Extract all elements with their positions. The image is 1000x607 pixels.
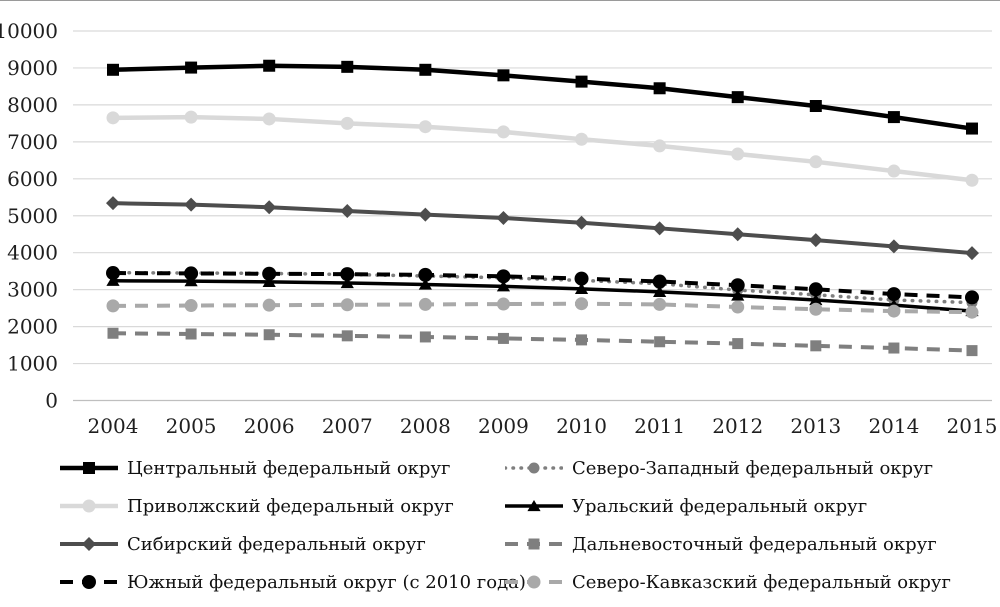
series-line-fareast	[112, 331, 973, 353]
y-tick-label: 3000	[7, 278, 58, 302]
x-tick-label: 2015	[947, 414, 998, 438]
y-tick-label: 7000	[7, 130, 58, 154]
x-tick-label: 2009	[478, 414, 529, 438]
legend-item-northwest: Северо-Западный федеральный округ	[505, 456, 995, 480]
x-tick-label: 2012	[712, 414, 763, 438]
series-volga	[106, 110, 979, 187]
series-south	[106, 266, 979, 305]
y-tick-label: 6000	[7, 167, 58, 191]
y-axis-labels: 0 1000 2000 3000 4000 5000 6000 7000 8000 9000 100…	[0, 19, 58, 413]
legend-swatch-fareast	[505, 538, 563, 550]
legend-label: Южный федеральный округ (с 2010 года)	[127, 571, 526, 593]
legend-label: Северо-Западный федеральный округ	[572, 457, 934, 479]
legend-label: Центральный федеральный округ	[127, 457, 451, 479]
legend-item-caucasus: Северо-Кавказский федеральный округ	[505, 570, 995, 594]
y-tick-label: 5000	[7, 204, 58, 228]
x-axis-labels: 2004 2005 2006 2007 2008 2009 2010 2011 2012 2013…	[88, 414, 998, 438]
y-tick-label: 2000	[7, 315, 58, 339]
chart-legend: Центральный федеральный округ Северо-Запа…	[60, 456, 995, 594]
x-tick-label: 2008	[400, 414, 451, 438]
y-tick-label: 10000	[0, 19, 58, 43]
line-chart: 0 1000 2000 3000 4000 5000 6000 7000 8000 9000 100…	[0, 19, 998, 438]
series-line-south	[112, 271, 973, 300]
series-fareast	[107, 327, 978, 357]
y-tick-label: 8000	[7, 93, 58, 117]
legend-item-central: Центральный федеральный округ	[60, 456, 505, 480]
legend-label: Уральский федеральный округ	[572, 495, 868, 517]
legend-swatch-caucasus	[505, 575, 563, 589]
x-tick-label: 2013	[790, 414, 841, 438]
legend-item-ural: Уральский федеральный округ	[505, 494, 995, 518]
series-line-caucasus	[112, 301, 973, 315]
series-line-central	[112, 63, 973, 131]
legend-swatch-central	[60, 462, 118, 474]
x-tick-label: 2006	[244, 414, 295, 438]
legend-label: Дальневосточный федеральный округ	[572, 533, 937, 555]
series-central	[107, 59, 978, 135]
x-tick-label: 2014	[868, 414, 919, 438]
series-line-ural	[112, 279, 973, 313]
series-line-volga	[112, 114, 973, 183]
y-tick-label: 1000	[7, 352, 58, 376]
x-tick-label: 2011	[634, 414, 685, 438]
legend-item-siberia: Сибирский федеральный округ	[60, 532, 505, 556]
legend-swatch-siberia	[60, 537, 118, 551]
y-tick-label: 0	[45, 389, 58, 413]
legend-label: Приволжский федеральный округ	[127, 495, 454, 517]
legend-label: Сибирский федеральный округ	[127, 533, 426, 555]
legend-item-south: Южный федеральный округ (с 2010 года)	[60, 570, 526, 594]
x-tick-label: 2007	[322, 414, 373, 438]
y-tick-label: 4000	[7, 241, 58, 265]
x-tick-label: 2010	[556, 414, 607, 438]
legend-swatch-northwest	[505, 462, 563, 474]
gridlines	[73, 30, 992, 402]
series-caucasus	[106, 297, 979, 319]
legend-swatch-volga	[60, 499, 118, 513]
legend-swatch-south	[60, 575, 118, 589]
legend-swatch-ural	[505, 500, 563, 512]
legend-label: Северо-Кавказский федеральный округ	[572, 571, 951, 593]
x-tick-label: 2004	[88, 414, 139, 438]
x-tick-label: 2005	[166, 414, 217, 438]
series-line-siberia	[112, 201, 973, 256]
legend-item-volga: Приволжский федеральный округ	[60, 494, 505, 518]
legend-item-fareast: Дальневосточный федеральный округ	[505, 532, 995, 556]
y-tick-label: 9000	[7, 56, 58, 80]
series-siberia	[106, 196, 979, 261]
figure-top-border	[0, 0, 1000, 1]
